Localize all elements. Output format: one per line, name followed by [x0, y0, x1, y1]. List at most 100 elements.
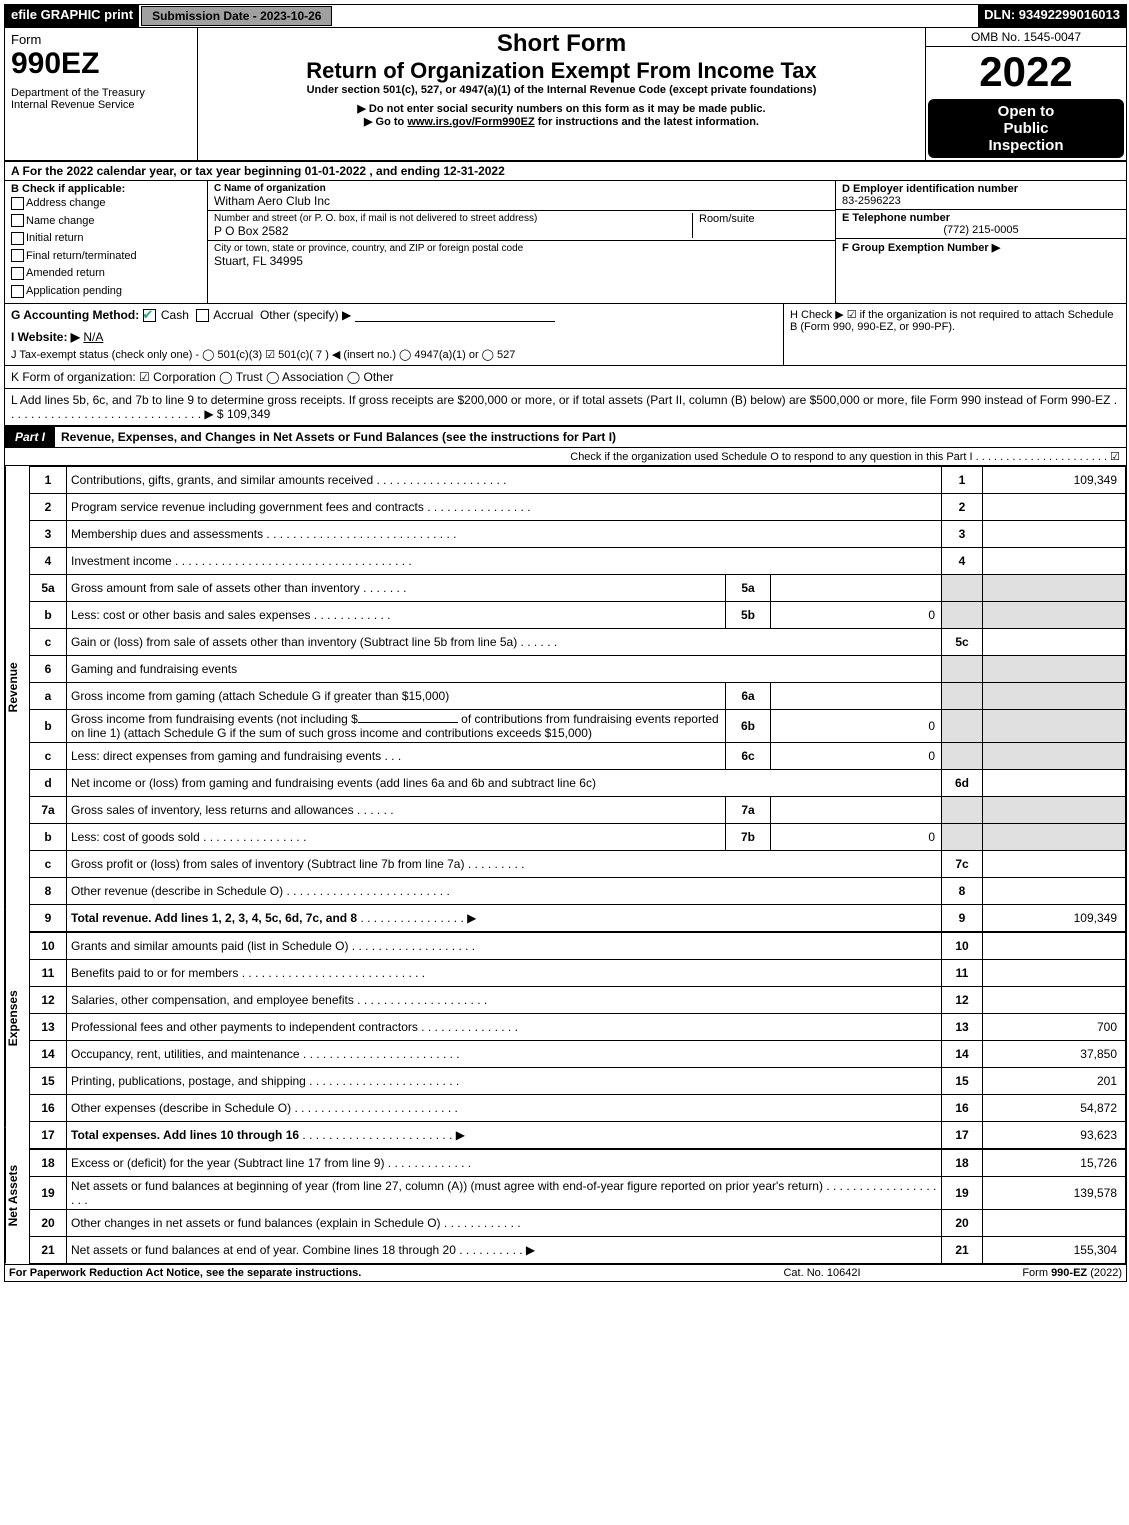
line-6d: dNet income or (loss) from gaming and fu… — [30, 769, 1126, 796]
other-specify-input[interactable] — [355, 309, 555, 322]
header-right: OMB No. 1545-0047 2022 Open to Public In… — [925, 28, 1126, 160]
form-header: Form 990EZ Department of the Treasury In… — [5, 28, 1126, 162]
spacer — [334, 5, 978, 27]
city-label: City or town, state or province, country… — [214, 243, 829, 254]
J-line: J Tax-exempt status (check only one) - ◯… — [11, 348, 777, 361]
line-10: 10Grants and similar amounts paid (list … — [30, 932, 1126, 960]
line-13: 13Professional fees and other payments t… — [30, 1013, 1126, 1040]
under-section: Under section 501(c), 527, or 4947(a)(1)… — [202, 84, 921, 96]
dept-treasury: Department of the Treasury — [11, 87, 191, 99]
footer-left: For Paperwork Reduction Act Notice, see … — [9, 1267, 722, 1279]
lines-table: 1Contributions, gifts, grants, and simil… — [29, 466, 1126, 1264]
cb-initial-return-label: Initial return — [26, 232, 83, 244]
sidebar-expenses: Expenses — [5, 909, 29, 1127]
page-footer: For Paperwork Reduction Act Notice, see … — [5, 1264, 1126, 1281]
org-name: Witham Aero Club Inc — [214, 194, 829, 208]
form-990ez: efile GRAPHIC print Submission Date - 20… — [4, 4, 1127, 1282]
cb-initial-return[interactable]: Initial return — [11, 230, 201, 248]
efile-label: efile GRAPHIC print — [5, 5, 139, 27]
cb-name-change[interactable]: Name change — [11, 213, 201, 231]
col-C: C Name of organization Witham Aero Club … — [208, 181, 835, 303]
org-city: Stuart, FL 34995 — [214, 254, 829, 268]
ein-value: 83-2596223 — [842, 195, 1120, 207]
org-address: P O Box 2582 — [214, 224, 692, 238]
L-line: L Add lines 5b, 6c, and 7b to line 9 to … — [5, 389, 1126, 427]
partI-check: Check if the organization used Schedule … — [5, 448, 1126, 466]
partI-tag: Part I — [5, 427, 55, 447]
L-text: L Add lines 5b, 6c, and 7b to line 9 to … — [11, 393, 1117, 421]
line-5a: 5aGross amount from sale of assets other… — [30, 574, 1126, 601]
website-value: N/A — [83, 330, 103, 344]
I-label: I Website: ▶ — [11, 330, 80, 344]
partI-title: Revenue, Expenses, and Changes in Net As… — [55, 427, 1126, 447]
city-box: City or town, state or province, country… — [208, 241, 835, 270]
line-9: 9Total revenue. Add lines 1, 2, 3, 4, 5c… — [30, 904, 1126, 932]
row-GH: G Accounting Method: Cash Accrual Other … — [5, 304, 1126, 366]
line-7b: bLess: cost of goods sold . . . . . . . … — [30, 823, 1126, 850]
col-B: B Check if applicable: Address change Na… — [5, 181, 208, 303]
line-11: 11Benefits paid to or for members . . . … — [30, 959, 1126, 986]
open-line2: Public — [932, 120, 1120, 137]
cb-cash[interactable] — [143, 309, 156, 322]
section-A: A For the 2022 calendar year, or tax yea… — [5, 162, 1126, 181]
form-number: 990EZ — [11, 47, 191, 81]
goto-post: for instructions and the latest informat… — [535, 116, 759, 128]
footer-right: Form 990-EZ (2022) — [922, 1267, 1122, 1279]
F-box: F Group Exemption Number ▶ — [836, 239, 1126, 256]
return-title: Return of Organization Exempt From Incom… — [202, 58, 921, 84]
no-ssn: ▶ Do not enter social security numbers o… — [202, 102, 921, 115]
cb-address-change[interactable]: Address change — [11, 195, 201, 213]
K-line: K Form of organization: ☑ Corporation ◯ … — [5, 366, 1126, 389]
goto-line: ▶ Go to www.irs.gov/Form990EZ for instru… — [202, 115, 921, 128]
goto-link[interactable]: www.irs.gov/Form990EZ — [407, 116, 534, 128]
line-17: 17Total expenses. Add lines 10 through 1… — [30, 1121, 1126, 1149]
line-20: 20Other changes in net assets or fund ba… — [30, 1209, 1126, 1236]
line-19: 19Net assets or fund balances at beginni… — [30, 1176, 1126, 1209]
cb-accrual[interactable] — [196, 309, 209, 322]
line-5b: bLess: cost or other basis and sales exp… — [30, 601, 1126, 628]
cb-final-return-label: Final return/terminated — [26, 250, 137, 262]
sidebar-revenue: Revenue — [5, 466, 29, 909]
cb-application-pending[interactable]: Application pending — [11, 283, 201, 301]
other-label: Other (specify) ▶ — [260, 308, 351, 322]
addr-box: Number and street (or P. O. box, if mail… — [208, 211, 835, 241]
cb-amended-return-label: Amended return — [26, 267, 105, 279]
phone-value: (772) 215-0005 — [842, 224, 1120, 236]
footer-cat: Cat. No. 10642I — [722, 1267, 922, 1279]
line-6b: bGross income from fundraising events (n… — [30, 709, 1126, 742]
line-21: 21Net assets or fund balances at end of … — [30, 1236, 1126, 1263]
tax-year: 2022 — [926, 47, 1126, 97]
irs-label: Internal Revenue Service — [11, 99, 191, 111]
line-14: 14Occupancy, rent, utilities, and mainte… — [30, 1040, 1126, 1067]
D-box: D Employer identification number 83-2596… — [836, 181, 1126, 210]
cb-amended-return[interactable]: Amended return — [11, 265, 201, 283]
form-word: Form — [11, 32, 191, 47]
line-7c: cGross profit or (loss) from sales of in… — [30, 850, 1126, 877]
G-label: G Accounting Method: — [11, 308, 139, 322]
sidebar-netassets: Net Assets — [5, 1127, 29, 1263]
goto-pre: ▶ Go to — [364, 116, 407, 128]
E-box: E Telephone number (772) 215-0005 — [836, 210, 1126, 239]
header-center: Short Form Return of Organization Exempt… — [198, 28, 925, 160]
cb-app-pending-label: Application pending — [26, 285, 122, 297]
B-label: B Check if applicable: — [11, 183, 201, 195]
short-form-title: Short Form — [202, 30, 921, 58]
section-BCDEF: B Check if applicable: Address change Na… — [5, 181, 1126, 304]
L-value: 109,349 — [227, 407, 270, 421]
line-18: 18Excess or (deficit) for the year (Subt… — [30, 1149, 1126, 1177]
room-suite: Room/suite — [692, 213, 829, 238]
submission-date: Submission Date - 2023-10-26 — [141, 6, 332, 26]
line-2: 2Program service revenue including gover… — [30, 493, 1126, 520]
org-name-box: C Name of organization Witham Aero Club … — [208, 181, 835, 211]
accrual-label: Accrual — [213, 308, 253, 322]
C-name-label: C Name of organization — [214, 183, 829, 194]
F-label: F Group Exemption Number ▶ — [842, 242, 1000, 254]
E-label: E Telephone number — [842, 212, 1120, 224]
col-DEF: D Employer identification number 83-2596… — [835, 181, 1126, 303]
line-1: 1Contributions, gifts, grants, and simil… — [30, 466, 1126, 493]
open-line1: Open to — [932, 103, 1120, 120]
cb-final-return[interactable]: Final return/terminated — [11, 248, 201, 266]
line-7a: 7aGross sales of inventory, less returns… — [30, 796, 1126, 823]
cash-label: Cash — [161, 308, 189, 322]
addr-label: Number and street (or P. O. box, if mail… — [214, 213, 692, 224]
